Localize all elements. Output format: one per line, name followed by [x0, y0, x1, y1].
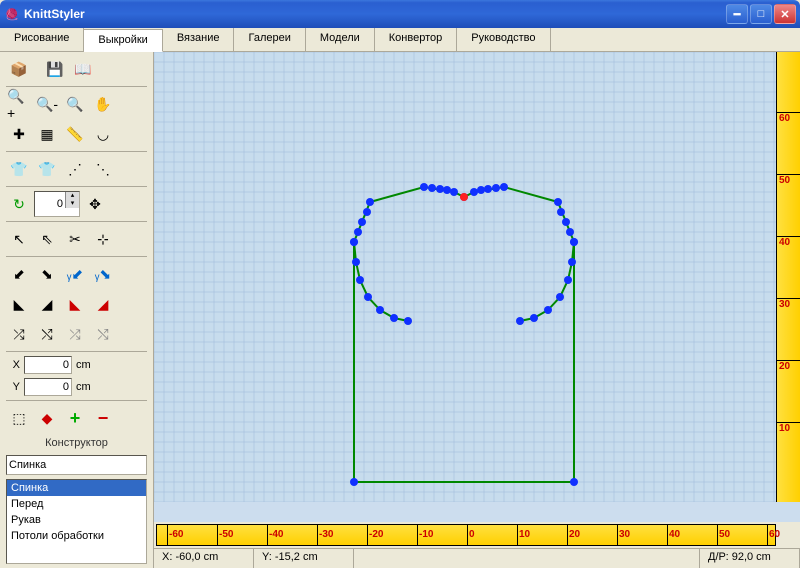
select-point-icon[interactable]: ◆: [34, 405, 60, 431]
corner-3-icon[interactable]: ◣: [62, 291, 88, 317]
arrow-icon[interactable]: ↖: [6, 226, 32, 252]
points-a-icon[interactable]: ⋰: [62, 156, 88, 182]
zoom-in-icon[interactable]: 🔍+: [6, 91, 32, 117]
toolbox-icon[interactable]: 📦: [6, 56, 32, 82]
list-item[interactable]: Потоли обработки: [7, 528, 146, 544]
status-x: X: -60,0 cm: [154, 549, 254, 568]
curve-4-icon[interactable]: ᵧ⬊: [90, 261, 116, 287]
list-item[interactable]: Перед: [7, 496, 146, 512]
curve-2-icon[interactable]: ⬊: [34, 261, 60, 287]
menu-выкройки[interactable]: Выкройки: [84, 29, 162, 52]
x-label: X: [6, 359, 20, 371]
parts-list[interactable]: СпинкаПередРукавПотоли обработки: [6, 479, 147, 564]
maximize-button[interactable]: □: [750, 4, 772, 24]
minimize-button[interactable]: ━: [726, 4, 748, 24]
mirror-2-icon[interactable]: ⤭: [34, 321, 60, 347]
y-label: Y: [6, 381, 20, 393]
corner-1-icon[interactable]: ◣: [6, 291, 32, 317]
mirror-4-icon[interactable]: ⤭: [90, 321, 116, 347]
pan-icon[interactable]: ✋: [90, 91, 116, 117]
zoom-icon[interactable]: 🔍: [62, 91, 88, 117]
curve-1-icon[interactable]: ⬋: [6, 261, 32, 287]
rotate-spinner[interactable]: ▴▾: [34, 191, 80, 217]
statusbar: X: -60,0 cm Y: -15,2 cm Д/Р: 92,0 cm: [154, 548, 800, 568]
y-input[interactable]: [24, 378, 72, 396]
cut-icon[interactable]: ✂: [62, 226, 88, 252]
mirror-1-icon[interactable]: ⤮: [6, 321, 32, 347]
drawing-canvas[interactable]: 102030405060: [154, 52, 800, 522]
part-name-input[interactable]: [6, 455, 147, 475]
ruler-icon[interactable]: 📏: [62, 121, 88, 147]
status-y: Y: -15,2 cm: [254, 549, 354, 568]
node-edit-icon[interactable]: ⊹: [90, 226, 116, 252]
menu-конвертор[interactable]: Конвертор: [375, 28, 457, 51]
window-title: KnittStyler: [24, 7, 726, 21]
rotate-icon[interactable]: ↻: [6, 191, 32, 217]
help-icon[interactable]: 📖: [70, 56, 96, 82]
canvas-area: 102030405060 -60-50-40-30-20-10010203040…: [154, 52, 800, 568]
x-input[interactable]: [24, 356, 72, 374]
remove-icon[interactable]: −: [90, 405, 116, 431]
shirt-b-icon[interactable]: 👕: [34, 156, 60, 182]
menu-модели[interactable]: Модели: [306, 28, 375, 51]
horizontal-ruler: -60-50-40-30-20-100102030405060: [156, 524, 776, 546]
app-icon: 🧶: [4, 6, 20, 22]
arrow-multi-icon[interactable]: ⇖: [34, 226, 60, 252]
corner-4-icon[interactable]: ◢: [90, 291, 116, 317]
titlebar: 🧶 KnittStyler ━ □ ✕: [0, 0, 800, 28]
y-unit: cm: [76, 381, 91, 393]
shirt-a-icon[interactable]: 👕: [6, 156, 32, 182]
select-rect-icon[interactable]: ⬚: [6, 405, 32, 431]
crosshair-icon[interactable]: ✚: [6, 121, 32, 147]
arc-icon[interactable]: ◡: [90, 121, 116, 147]
menu-руководство[interactable]: Руководство: [457, 28, 550, 51]
zoom-out-icon[interactable]: 🔍-: [34, 91, 60, 117]
list-item[interactable]: Рукав: [7, 512, 146, 528]
points-b-icon[interactable]: ⋱: [90, 156, 116, 182]
menu-рисование[interactable]: Рисование: [0, 28, 84, 51]
vertical-ruler: 102030405060: [776, 52, 800, 502]
list-item[interactable]: Спинка: [7, 480, 146, 496]
curve-3-icon[interactable]: ᵧ⬋: [62, 261, 88, 287]
status-dr: Д/Р: 92,0 cm: [700, 549, 800, 568]
sidebar: 📦 💾 📖 🔍+ 🔍- 🔍 ✋ ✚ ▦ 📏 ◡ 👕 👕 ⋰ ⋱ ↻: [0, 52, 154, 568]
move-icon[interactable]: ✥: [82, 191, 108, 217]
close-button[interactable]: ✕: [774, 4, 796, 24]
window-buttons: ━ □ ✕: [726, 4, 796, 24]
save-icon[interactable]: 💾: [42, 56, 68, 82]
x-unit: cm: [76, 359, 91, 371]
mirror-3-icon[interactable]: ⤮: [62, 321, 88, 347]
add-icon[interactable]: +: [62, 405, 88, 431]
corner-2-icon[interactable]: ◢: [34, 291, 60, 317]
constructor-label: Конструктор: [2, 433, 151, 453]
grid-icon[interactable]: ▦: [34, 121, 60, 147]
menubar: РисованиеВыкройкиВязаниеГалереиМоделиКон…: [0, 28, 800, 52]
menu-вязание[interactable]: Вязание: [163, 28, 235, 51]
menu-галереи[interactable]: Галереи: [234, 28, 305, 51]
